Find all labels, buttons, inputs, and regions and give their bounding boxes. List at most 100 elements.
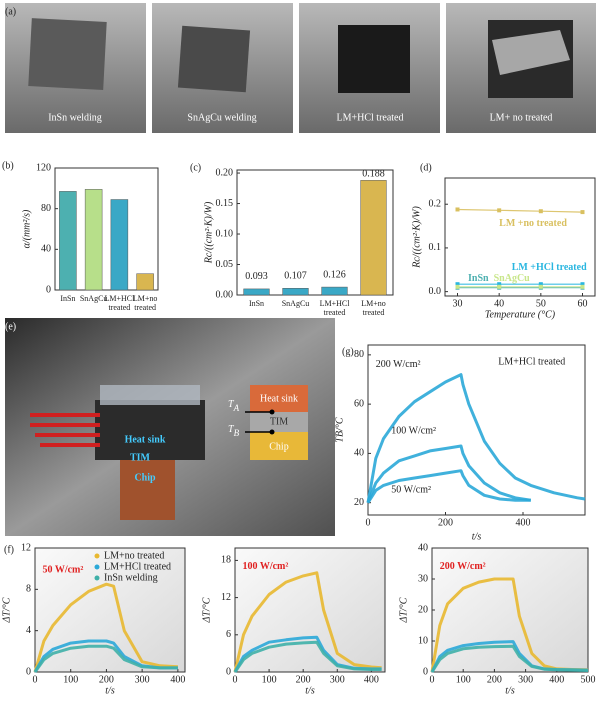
device xyxy=(120,460,175,520)
inset-label: Chip xyxy=(269,441,288,452)
bar-label: 0.093 xyxy=(245,271,268,282)
x-tick-label: 40 xyxy=(494,298,504,309)
panel-label: (f) xyxy=(4,544,14,555)
marker xyxy=(455,282,460,287)
annotation: 100 W/cm² xyxy=(243,561,289,572)
y-tick-label: 0.20 xyxy=(216,167,234,178)
inset-layer xyxy=(250,432,308,460)
x-tick-label: 0 xyxy=(233,674,238,685)
annotation: 200 W/cm² xyxy=(440,561,486,572)
y-tick-label: 20 xyxy=(418,604,428,615)
inset-label: TB xyxy=(228,424,240,438)
bar xyxy=(84,189,103,291)
y-tick-label: 40 xyxy=(41,244,51,255)
line xyxy=(33,582,178,673)
photo-label: LM+ no treated xyxy=(490,112,553,123)
x-axis-label: t/s xyxy=(105,685,115,696)
panel-label: (a) xyxy=(5,6,16,17)
photo-label: SnAgCu welding xyxy=(187,112,256,123)
panel-label: (c) xyxy=(190,162,201,173)
x-tick-label: 400 xyxy=(516,517,531,528)
annotation: 50 W/cm² xyxy=(43,565,84,576)
x-tick-label: 0 xyxy=(430,674,435,685)
x-tick-label: 50 xyxy=(536,298,546,309)
marker xyxy=(538,209,543,214)
x-tick-label: LM+HCl treated xyxy=(104,294,135,312)
y-tick-label: 4 xyxy=(26,625,31,636)
y-tick-label: 80 xyxy=(41,203,51,214)
x-tick-label: 100 xyxy=(456,674,471,685)
photo-a: (a) InSn welding SnAgCu welding LM+HCl t… xyxy=(5,3,596,133)
y-tick-label: 120 xyxy=(36,162,51,173)
inset-layer xyxy=(250,385,308,412)
bar-label: 0.188 xyxy=(362,169,385,180)
bar xyxy=(282,288,309,296)
photo-label: InSn welding xyxy=(48,112,102,123)
y-tick-label: 0 xyxy=(46,284,51,295)
bar xyxy=(59,191,77,291)
sample xyxy=(28,18,107,90)
bar xyxy=(321,286,348,296)
legend-label: LM+HCl treated xyxy=(104,561,171,572)
marker xyxy=(455,207,460,212)
series-label: InSn xyxy=(468,273,489,284)
panel-label: (d) xyxy=(420,162,432,173)
x-tick-label: LM+no treated xyxy=(361,299,386,317)
x-tick-label: 500 xyxy=(581,674,596,685)
y-tick-label: 40 xyxy=(354,448,364,459)
y-tick-label: 40 xyxy=(418,542,428,553)
y-tick-label: 60 xyxy=(354,398,364,409)
x-axis-label: Temperature (°C) xyxy=(485,309,556,320)
legend-label: LM+no treated xyxy=(104,550,164,561)
x-tick-label: InSn xyxy=(60,294,76,303)
inset-label: Heat sink xyxy=(260,393,298,404)
legend-label: InSn welding xyxy=(104,572,158,583)
x-tick-label: 200 xyxy=(438,517,453,528)
sample xyxy=(338,25,410,93)
arrow xyxy=(245,411,272,433)
x-tick-label: LM+no treated xyxy=(132,294,158,312)
device xyxy=(100,385,200,405)
line xyxy=(366,469,531,504)
device xyxy=(95,400,205,460)
series-label: 50 W/cm² xyxy=(391,485,431,496)
series-label: LM +no treated xyxy=(499,218,567,229)
bar xyxy=(360,180,387,296)
sensor xyxy=(269,409,275,415)
y-tick-label: 12 xyxy=(221,592,231,603)
x-tick-label: 400 xyxy=(364,674,379,685)
y-axis-label: α/(mm²/s) xyxy=(21,209,32,248)
wire xyxy=(30,413,100,447)
sample-shine xyxy=(492,30,570,75)
x-tick-label: 100 xyxy=(63,674,78,685)
marker xyxy=(455,284,460,289)
legend-marker xyxy=(94,564,100,570)
x-tick-label: SnAgCu xyxy=(79,294,108,303)
x-tick-label: 200 xyxy=(296,674,311,685)
x-tick-label: InSn xyxy=(248,299,265,308)
series-label: 100 W/cm² xyxy=(391,426,436,437)
plot-frame xyxy=(54,167,159,291)
line xyxy=(366,373,586,503)
y-axis-label: ΔT/°C xyxy=(398,597,409,623)
y-axis-label: TB/°C xyxy=(334,417,345,442)
bar-label: 0.107 xyxy=(284,271,307,282)
bar xyxy=(110,199,129,291)
y-tick-label: 0 xyxy=(226,666,231,677)
y-tick-label: 20 xyxy=(354,497,364,508)
y-tick-label: 0.2 xyxy=(429,199,442,210)
bar xyxy=(136,273,154,291)
legend-marker xyxy=(94,553,100,559)
bar-label: 0.126 xyxy=(323,269,346,280)
x-tick-label: 300 xyxy=(135,674,150,685)
x-tick-label: 100 xyxy=(262,674,277,685)
x-tick-label: SnAgCu xyxy=(281,299,310,308)
marker xyxy=(497,208,502,213)
line xyxy=(457,208,583,213)
marker xyxy=(580,284,585,289)
y-axis-label: ΔT/°C xyxy=(1,597,12,623)
x-tick-label: 30 xyxy=(453,298,463,309)
x-axis-label: t/s xyxy=(472,531,482,542)
y-axis-label: Rc/((cm²·K)/W) xyxy=(203,201,214,264)
